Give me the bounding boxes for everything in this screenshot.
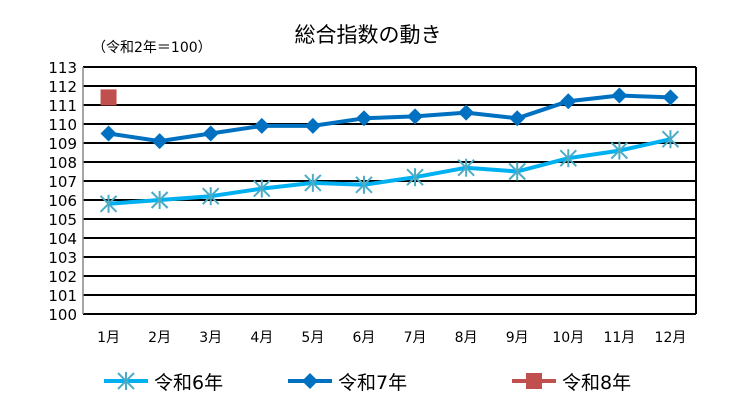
x-tick-label: 8月: [455, 330, 478, 346]
legend: 令和6年 令和7年 令和8年: [104, 372, 631, 394]
legend-marker: [526, 373, 542, 389]
y-tick-label: 112: [48, 78, 77, 96]
data-point: [407, 108, 424, 125]
data-point: [458, 104, 475, 121]
data-point: [509, 110, 526, 127]
data-point: [202, 125, 219, 142]
y-tick-label: 103: [48, 249, 77, 267]
chart-subtitle: （令和2年＝100）: [92, 40, 212, 56]
data-point: [99, 194, 118, 213]
x-axis-ticks: 1月 2月 3月 4月 5月 6月 7月 8月 9月 10月 11月 12月: [97, 330, 686, 346]
data-point: [406, 168, 424, 187]
y-tick-label: 104: [48, 230, 77, 248]
data-point: [662, 89, 679, 106]
series-line-2: [108, 93, 671, 144]
data-point: [304, 173, 322, 192]
data-point: [253, 117, 270, 134]
x-tick-label: 7月: [404, 330, 427, 346]
x-tick-label: 1月: [97, 330, 120, 346]
y-tick-label: 110: [48, 116, 77, 134]
data-point: [100, 89, 117, 106]
x-tick-label: 11月: [603, 330, 635, 346]
y-tick-label: 108: [48, 154, 77, 172]
data-point: [661, 130, 680, 149]
y-tick-label: 102: [48, 268, 77, 286]
legend-label: 令和8年: [562, 372, 631, 394]
data-point: [611, 87, 628, 104]
data-point: [151, 133, 168, 150]
y-tick-label: 106: [48, 192, 77, 210]
data-point: [304, 117, 321, 134]
data-point: [253, 179, 271, 198]
x-tick-label: 2月: [148, 330, 171, 346]
x-tick-label: 10月: [552, 330, 584, 346]
data-point: [508, 162, 526, 181]
gridlines: [82, 66, 697, 315]
legend-label: 令和6年: [154, 372, 223, 394]
data-point: [559, 149, 577, 168]
data-point: [150, 191, 169, 209]
legend-label: 令和7年: [338, 372, 407, 394]
y-tick-label: 107: [48, 173, 77, 191]
x-tick-label: 3月: [199, 330, 222, 346]
data-point: [100, 125, 117, 142]
data-point: [355, 110, 372, 127]
series-group: [99, 87, 680, 213]
x-tick-label: 5月: [301, 330, 324, 346]
y-axis-ticks: 1001011021031041051061071081091101111121…: [48, 59, 77, 324]
chart-title: 総合指数の動き: [295, 23, 442, 47]
y-tick-label: 111: [48, 97, 77, 115]
x-tick-label: 9月: [506, 330, 529, 346]
x-tick-label: 4月: [250, 330, 273, 346]
x-tick-label: 12月: [655, 330, 687, 346]
data-point: [457, 158, 475, 177]
y-tick-label: 113: [48, 59, 77, 77]
data-point: [202, 187, 220, 206]
x-tick-label: 6月: [352, 330, 375, 346]
series-line-1: [108, 137, 671, 206]
y-tick-label: 101: [48, 287, 77, 305]
y-tick-label: 100: [48, 306, 77, 324]
legend-marker: [302, 373, 318, 389]
y-tick-label: 105: [48, 211, 77, 229]
data-point: [610, 141, 629, 160]
y-tick-label: 109: [48, 135, 77, 153]
data-point: [560, 93, 577, 110]
legend-marker: [117, 372, 135, 390]
data-point: [355, 175, 373, 194]
